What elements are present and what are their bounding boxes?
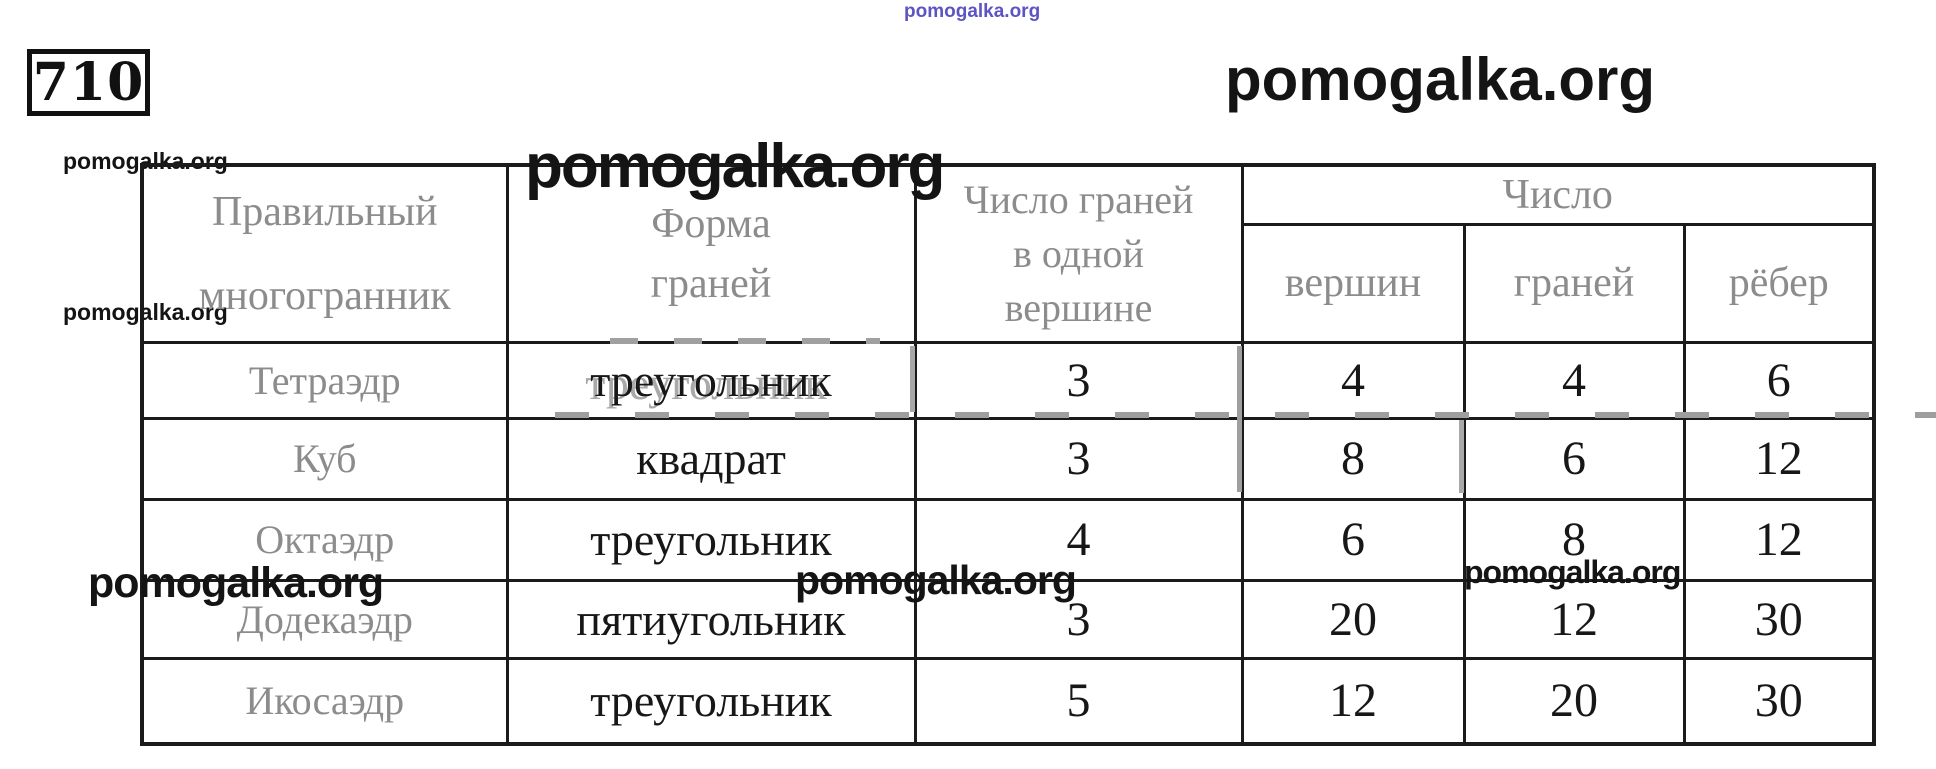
header-fpv-line2: в одной [1013,231,1144,277]
table-row-octahedron: Октаэдр треугольник 4 6 8 12 [140,497,1876,582]
table-row-cube: Куб квадрат 3 8 6 12 [140,416,1876,501]
header-polyhedron-line2: многогранник [198,272,451,319]
header-faces-per-vertex: Число граней в одной вершине [913,163,1244,344]
cell-faces: 12 [1462,578,1686,660]
cell-vertices: 8 [1240,416,1466,501]
polyhedra-table: Правильный многогранник Форма граней Чис… [140,163,1877,746]
cell-faces: 8 [1462,497,1686,582]
cell-edges: 6 [1682,340,1876,420]
header-fpv-line3: вершине [1004,285,1153,331]
table-row-tetrahedron: Тетраэдр треугольник 3 4 4 6 [140,340,1876,420]
cell-vertices: 6 [1240,497,1466,582]
cell-edges: 12 [1682,497,1876,582]
header-fpv-line1: Число граней [963,177,1194,223]
cell-faces-per-vertex: 5 [913,656,1244,746]
cell-polyhedron-name: Додекаэдр [140,578,509,660]
cell-faces-per-vertex: 3 [913,578,1244,660]
cell-vertices: 4 [1240,340,1466,420]
cell-faces: 6 [1462,416,1686,501]
header-row-top: Правильный многогранник Форма граней Чис… [140,163,1876,344]
cell-edges: 30 [1682,578,1876,660]
table-row-icosahedron: Икосаэдр треугольник 5 12 20 30 [140,656,1876,746]
cell-faces-per-vertex: 3 [913,340,1244,420]
site-title: pomogalka.org [1225,46,1656,113]
cell-face-shape: пятиугольник [505,578,917,660]
cell-vertices: 20 [1240,578,1466,660]
header-face-shape-line2: граней [650,260,772,307]
cell-polyhedron-name: Икосаэдр [140,656,509,746]
cell-polyhedron-name: Тетраэдр [140,340,509,420]
cell-faces-per-vertex: 3 [913,416,1244,501]
cell-polyhedron-name: Куб [140,416,509,501]
header-face-shape: Форма граней [505,163,917,344]
header-row-sub: вершин граней рёбер [142,222,1876,344]
cell-face-shape: треугольник [505,497,917,582]
cell-faces: 4 [1462,340,1686,420]
watermark-top-center: pomogalka.org [904,1,1041,22]
header-edges: рёбер [1682,222,1876,344]
cell-vertices: 12 [1240,656,1466,746]
problem-number: 710 [32,52,145,113]
cell-face-shape: квадрат [505,416,917,501]
cell-edges: 30 [1682,656,1876,746]
header-faces: граней [1462,222,1686,344]
table-row-dodecahedron: Додекаэдр пятиугольник 3 20 12 30 [140,578,1876,660]
cell-edges: 12 [1682,416,1876,501]
header-polyhedron-line1: Правильный [211,188,438,235]
cell-faces: 20 [1462,656,1686,746]
header-polyhedron: Правильный многогранник [140,163,509,344]
problem-number-box: 710 [27,49,150,116]
cell-polyhedron-name: Октаэдр [140,497,509,582]
header-number-group: Число [1240,163,1876,226]
header-face-shape-line1: Форма [651,200,771,247]
header-vertices: вершин [1240,222,1466,344]
cell-face-shape: треугольник [505,340,917,420]
cell-faces-per-vertex: 4 [913,497,1244,582]
cell-face-shape: треугольник [505,656,917,746]
